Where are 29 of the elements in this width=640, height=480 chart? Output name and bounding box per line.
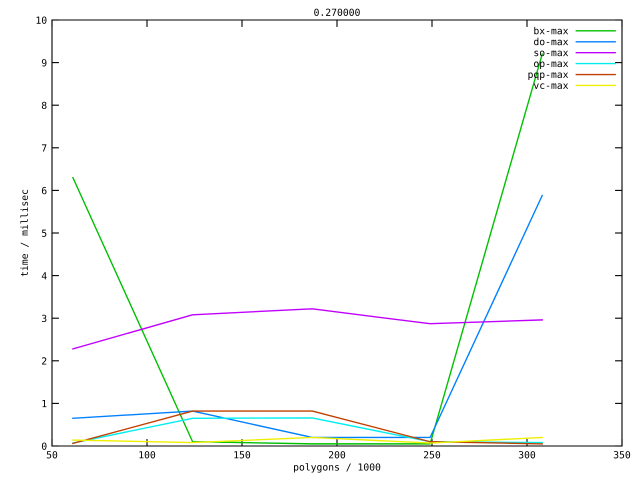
- legend-label: vc-max: [534, 83, 568, 89]
- y-tick-label: 4: [42, 272, 47, 280]
- y-tick-label: 5: [42, 230, 46, 237]
- y-tick-label: 8: [42, 102, 47, 110]
- x-tick-label: 100: [139, 451, 156, 458]
- line-series: [72, 417, 543, 444]
- y-tick-label: 1: [42, 400, 46, 408]
- legend-label: do-max: [534, 38, 568, 46]
- x-tick-label: 350: [614, 451, 630, 458]
- x-tick-label: 300: [518, 451, 536, 458]
- x-tick-label: 150: [234, 451, 250, 458]
- y-axis-title: time / millisec: [20, 190, 29, 276]
- x-tick-label: 50: [46, 451, 58, 458]
- chart-title: 0.270000: [314, 8, 360, 16]
- y-tick-label: 7: [42, 144, 46, 152]
- legend-label: so-max: [534, 50, 568, 56]
- line-series: [72, 308, 543, 350]
- x-tick-label: 200: [328, 451, 346, 458]
- x-axis-title: polygons / 1000: [294, 463, 380, 473]
- y-tick-label: 9: [42, 59, 46, 66]
- y-tick-label: 3: [42, 314, 46, 322]
- legend-label: bx-max: [534, 26, 568, 34]
- x-tick-label: 250: [424, 451, 440, 458]
- y-tick-label: 10: [36, 16, 47, 24]
- y-tick-label: 6: [42, 186, 47, 194]
- y-tick-label: 0: [42, 442, 47, 450]
- y-tick-label: 2: [42, 357, 46, 365]
- line-series: [72, 194, 543, 438]
- line-series: [72, 410, 543, 445]
